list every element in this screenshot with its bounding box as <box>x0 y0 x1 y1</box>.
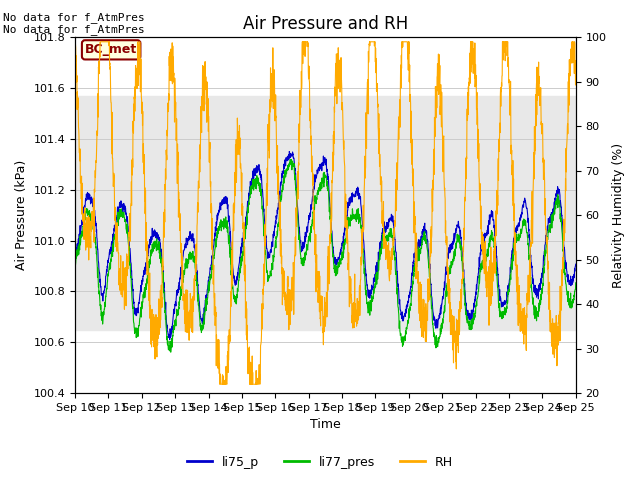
Text: BC_met: BC_met <box>85 43 138 56</box>
Bar <box>75 96 576 330</box>
X-axis label: Time: Time <box>310 419 340 432</box>
Y-axis label: Relativity Humidity (%): Relativity Humidity (%) <box>612 143 625 288</box>
Text: No data for f_AtmPres
No data for f_AtmPres: No data for f_AtmPres No data for f_AtmP… <box>3 12 145 36</box>
Legend: li75_p, li77_pres, RH: li75_p, li77_pres, RH <box>182 451 458 474</box>
Title: Air Pressure and RH: Air Pressure and RH <box>243 15 408 33</box>
Y-axis label: Air Pressure (kPa): Air Pressure (kPa) <box>15 160 28 270</box>
